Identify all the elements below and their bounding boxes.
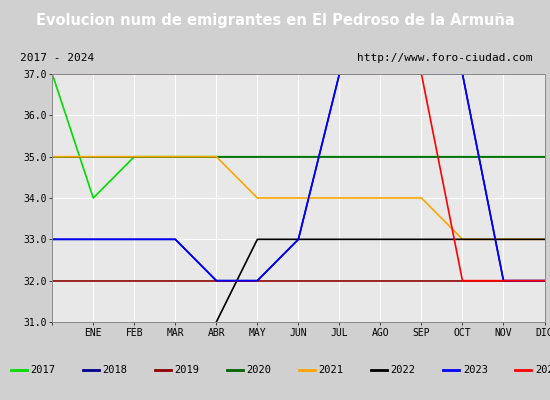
- Text: http://www.foro-ciudad.com: http://www.foro-ciudad.com: [357, 53, 533, 63]
- Text: 2022: 2022: [390, 365, 416, 375]
- Text: 2024: 2024: [535, 365, 550, 375]
- Text: 2021: 2021: [318, 365, 344, 375]
- Text: 2017: 2017: [31, 365, 56, 375]
- Text: 2019: 2019: [175, 365, 200, 375]
- Text: 2020: 2020: [246, 365, 272, 375]
- Text: 2017 - 2024: 2017 - 2024: [20, 53, 94, 63]
- Text: 2023: 2023: [463, 365, 488, 375]
- Text: 2018: 2018: [103, 365, 128, 375]
- Text: Evolucion num de emigrantes en El Pedroso de la Armuña: Evolucion num de emigrantes en El Pedros…: [36, 14, 514, 28]
